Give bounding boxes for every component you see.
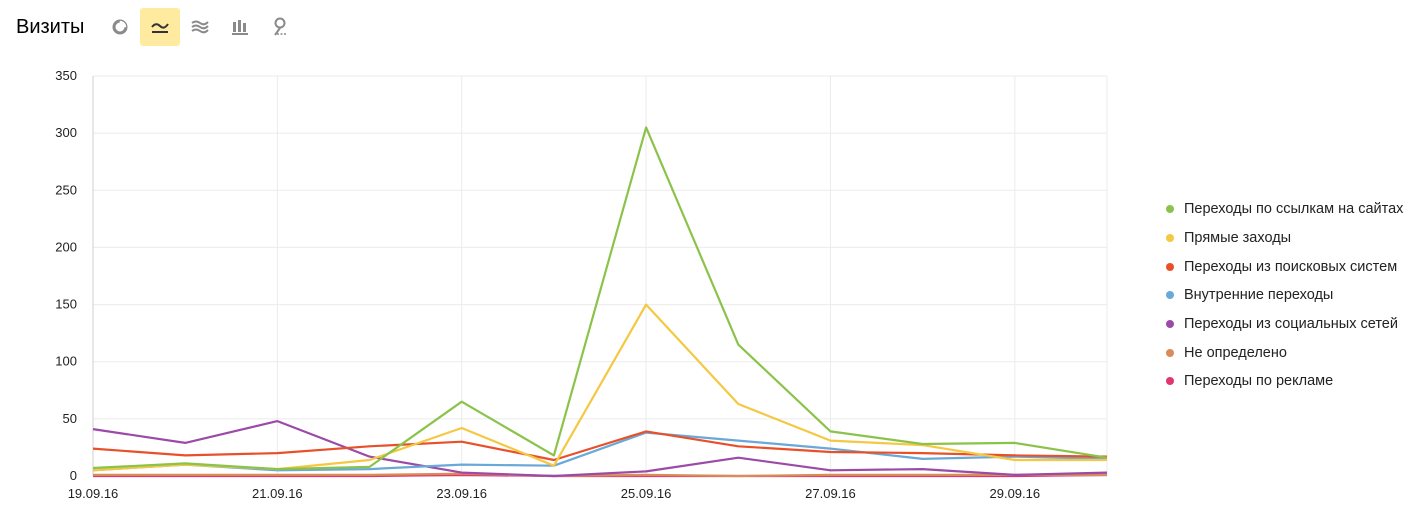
legend-label: Прямые заходы <box>1184 230 1292 247</box>
legend-dot-icon <box>1166 205 1174 214</box>
legend-item[interactable]: Прямые заходы <box>1166 224 1403 253</box>
legend-label: Переходы из социальных сетей <box>1184 316 1398 333</box>
legend-item[interactable]: Переходы из поисковых систем <box>1166 252 1403 281</box>
series-line[interactable] <box>92 126 1108 471</box>
x-tick-label: 21.09.16 <box>252 486 303 501</box>
series-line[interactable] <box>93 472 1107 478</box>
y-tick-label: 100 <box>55 354 77 369</box>
line-view-button[interactable] <box>140 8 181 46</box>
bar-view-button[interactable] <box>220 8 260 46</box>
x-tick-label: 27.09.16 <box>805 486 856 501</box>
legend-dot-icon <box>1166 262 1174 271</box>
legend-item[interactable]: Переходы по ссылкам на сайтах <box>1166 195 1403 224</box>
legend-item[interactable]: Не определено <box>1166 338 1403 367</box>
legend-label: Переходы по ссылкам на сайтах <box>1184 201 1404 218</box>
area-chart-icon <box>191 20 210 34</box>
axis-layer: 0 50 100 150 200 250 300 350 19.09.16 21.09.16 23.… <box>55 68 1040 501</box>
x-tick-label: 19.09.16 <box>68 486 119 501</box>
y-tick-label: 150 <box>55 297 77 312</box>
y-tick-label: 250 <box>55 182 77 197</box>
x-tick-label: 29.09.16 <box>990 486 1041 501</box>
pie-view-button[interactable] <box>100 8 140 46</box>
x-tick-label: 25.09.16 <box>621 486 672 501</box>
legend-dot-icon <box>1166 291 1174 300</box>
legend-label: Переходы из поисковых систем <box>1184 258 1398 275</box>
series-line[interactable] <box>92 430 1108 462</box>
legend-dot-icon <box>1166 320 1174 329</box>
legend-item[interactable]: Переходы из социальных сетей <box>1166 310 1403 339</box>
series-layer <box>92 126 1108 478</box>
legend-item[interactable]: Переходы по рекламе <box>1166 367 1403 396</box>
legend-label: Внутренние переходы <box>1184 287 1334 304</box>
report-title: Визиты <box>16 15 85 38</box>
legend-dot-icon <box>1166 234 1174 243</box>
legend-label: Не определено <box>1184 344 1287 361</box>
chart-header: Визиты <box>16 8 300 46</box>
legend-dot-icon <box>1166 377 1174 386</box>
line-chart-icon <box>151 23 170 33</box>
legend-dot-icon <box>1166 348 1174 357</box>
y-tick-label: 50 <box>63 411 77 426</box>
y-tick-label: 350 <box>55 68 77 83</box>
pie-chart-icon <box>112 19 128 35</box>
x-tick-label: 23.09.16 <box>436 486 487 501</box>
series-line[interactable] <box>92 420 1108 478</box>
map-pin-icon <box>274 17 287 36</box>
legend-label: Переходы по рекламе <box>1184 373 1334 390</box>
bar-chart-icon <box>232 20 249 35</box>
legend-item[interactable]: Внутренние переходы <box>1166 281 1403 310</box>
series-line[interactable] <box>92 431 1108 472</box>
y-tick-label: 300 <box>55 125 77 140</box>
grid-layer <box>92 75 1108 477</box>
chart-legend: Переходы по ссылкам на сайтах Прямые захо… <box>1166 195 1403 396</box>
area-view-button[interactable] <box>180 8 220 46</box>
map-view-button[interactable] <box>260 8 300 46</box>
y-tick-label: 200 <box>55 239 77 254</box>
y-tick-label: 0 <box>70 468 77 483</box>
